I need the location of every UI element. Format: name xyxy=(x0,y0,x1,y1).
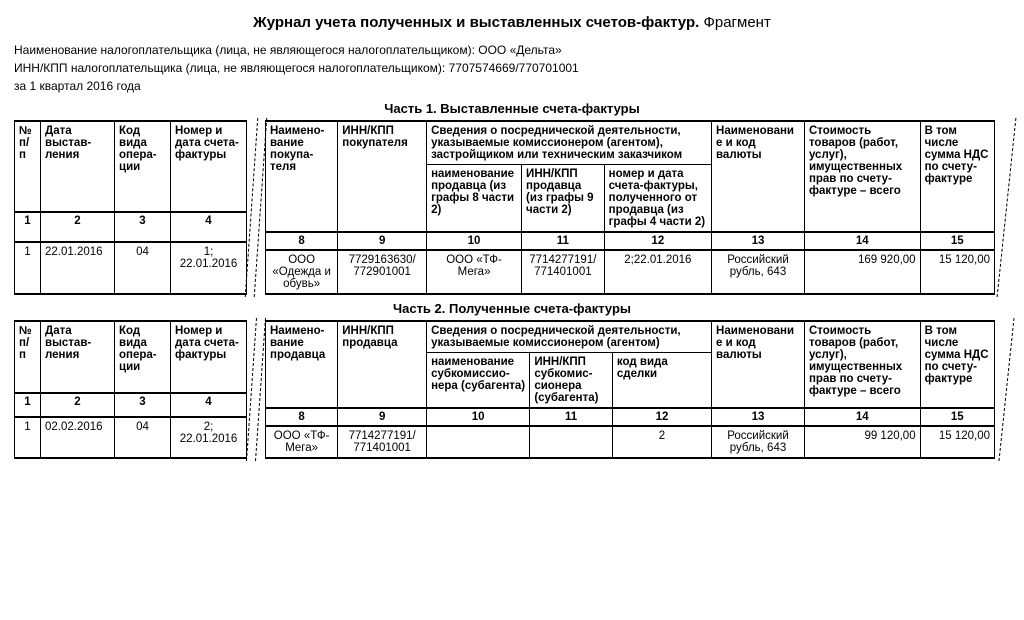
p2r-h9: ИНН/КПП продавца xyxy=(338,321,427,408)
p2l-n3: 3 xyxy=(115,393,171,416)
tear-right-2 xyxy=(995,320,1009,459)
p1r-n13: 13 xyxy=(712,232,805,250)
p2r-r14: 99 120,00 xyxy=(804,426,920,458)
p1r-n8: 8 xyxy=(266,232,338,250)
p1l-r-date: 22.01.2016 xyxy=(41,242,115,294)
p2r-r13: Российский рубль, 643 xyxy=(712,426,805,458)
meta-line-3: за 1 квартал 2016 года xyxy=(14,77,1010,95)
part2-row: № п/п Дата выстав­ления Код вида опера­ц… xyxy=(14,320,1010,459)
tear-right-1 xyxy=(995,120,1009,295)
p1l-h4: Номер и дата счета-фактуры xyxy=(171,121,247,212)
p1r-h11: ИНН/КПП продавца (из графы 9 части 2) xyxy=(522,165,605,233)
doc-title: Журнал учета полученных и выставленных с… xyxy=(14,14,1010,31)
p2r-n14: 14 xyxy=(804,408,920,426)
p1r-h13: Наименование и код валюты xyxy=(712,121,805,232)
p1r-n12: 12 xyxy=(604,232,711,250)
p1l-r-code: 04 xyxy=(115,242,171,294)
p2r-n13: 13 xyxy=(712,408,805,426)
p1r-n14: 14 xyxy=(804,232,920,250)
p1l-n2: 2 xyxy=(41,212,115,241)
p1r-r10: ООО «ТФ-Мега» xyxy=(427,250,522,294)
p1l-h2: Дата выстав­ления xyxy=(41,121,115,212)
p1r-h12: номер и дата счета-фактуры, полученного … xyxy=(604,165,711,233)
p2r-n8: 8 xyxy=(266,408,338,426)
p2r-r9: 7714277191/ 771401001 xyxy=(338,426,427,458)
p1r-r15: 15 120,00 xyxy=(920,250,994,294)
meta-line-1: Наименование налогоплательщика (лица, не… xyxy=(14,41,1010,59)
doc-title-tail: Фрагмент xyxy=(699,14,771,31)
p2r-hgroup: Сведения о посреднической деятельности, … xyxy=(427,321,712,353)
p2r-r8: ООО «ТФ-Мега» xyxy=(266,426,338,458)
p2r-r10 xyxy=(427,426,530,458)
doc-meta: Наименование налогоплательщика (лица, не… xyxy=(14,41,1010,95)
doc-title-bold: Журнал учета полученных и выставленных с… xyxy=(253,14,699,31)
p2l-n1: 1 xyxy=(15,393,41,416)
p1r-r14: 169 920,00 xyxy=(804,250,920,294)
p2r-n11: 11 xyxy=(530,408,613,426)
p1r-r12: 2;22.01.2016 xyxy=(604,250,711,294)
p2r-r11 xyxy=(530,426,613,458)
p2l-r-code: 04 xyxy=(115,417,171,458)
part1-right-table: Наимено­вание покупа­теля ИНН/КПП покупа… xyxy=(265,120,995,295)
meta-line-2: ИНН/КПП налогоплательщика (лица, не явля… xyxy=(14,59,1010,77)
p1r-r9: 7729163630/ 772901001 xyxy=(338,250,427,294)
p2l-r-nd: 2; 22.01.2016 xyxy=(171,417,247,458)
p2l-h2: Дата выстав­ления xyxy=(41,321,115,393)
p1r-n10: 10 xyxy=(427,232,522,250)
p2l-n4: 4 xyxy=(171,393,247,416)
part2-left-table: № п/п Дата выстав­ления Код вида опера­ц… xyxy=(14,320,247,459)
p1r-hgroup: Сведения о посреднической деятельности, … xyxy=(427,121,712,165)
p1r-h9: ИНН/КПП покупа­теля xyxy=(338,121,427,232)
p2r-h13: Наименование и код валюты xyxy=(712,321,805,408)
p2r-r12: 2 xyxy=(612,426,711,458)
p2l-r-n: 1 xyxy=(15,417,41,458)
part1-row: № п/п Дата выстав­ления Код вида опера­ц… xyxy=(14,120,1010,295)
part2-title: Часть 2. Полученные счета-фактуры xyxy=(14,301,1010,316)
p1r-n15: 15 xyxy=(920,232,994,250)
p2l-r-date: 02.02.2016 xyxy=(41,417,115,458)
p1r-h8: Наимено­вание покупа­теля xyxy=(266,121,338,232)
p1r-h15: В том числе сумма НДС по счету-фактуре xyxy=(920,121,994,232)
p1l-n3: 3 xyxy=(115,212,171,241)
p2l-h1: № п/п xyxy=(15,321,41,393)
p2r-r15: 15 120,00 xyxy=(920,426,994,458)
p1l-h3: Код вида опера­ции xyxy=(115,121,171,212)
p1l-h1: № п/п xyxy=(15,121,41,212)
p1r-r11: 7714277191/ 771401001 xyxy=(522,250,605,294)
p2r-n9: 9 xyxy=(338,408,427,426)
tear-gap-1 xyxy=(247,120,265,295)
p1r-r8: ООО «Одежда и обувь» xyxy=(266,250,338,294)
p1r-n9: 9 xyxy=(338,232,427,250)
p1l-r-n: 1 xyxy=(15,242,41,294)
p1r-n11: 11 xyxy=(522,232,605,250)
p2r-n15: 15 xyxy=(920,408,994,426)
part2-right-table: Наимено­вание продавца ИНН/КПП продавца … xyxy=(265,320,995,459)
p1r-h10: наименование продавца (из графы 8 части … xyxy=(427,165,522,233)
p2r-h14: Стоимость товаров (работ, услуг), имущес… xyxy=(804,321,920,408)
p2r-h8: Наимено­вание продавца xyxy=(266,321,338,408)
p2r-n10: 10 xyxy=(427,408,530,426)
part1-left-table: № п/п Дата выстав­ления Код вида опера­ц… xyxy=(14,120,247,295)
p1l-r-nd: 1; 22.01.2016 xyxy=(171,242,247,294)
tear-gap-2 xyxy=(247,320,265,459)
part1-title: Часть 1. Выставленные счета-фактуры xyxy=(14,101,1010,116)
p1l-n4: 4 xyxy=(171,212,247,241)
p1l-n1: 1 xyxy=(15,212,41,241)
p1r-r13: Российский рубль, 643 xyxy=(712,250,805,294)
p2l-n2: 2 xyxy=(41,393,115,416)
p2r-h15: В том числе сумма НДС по счету-фактуре xyxy=(920,321,994,408)
p2r-n12: 12 xyxy=(612,408,711,426)
p2r-h12: код вида сделки xyxy=(612,353,711,409)
p2l-h3: Код вида опера­ции xyxy=(115,321,171,393)
p2l-h4: Номер и дата счета-фактуры xyxy=(171,321,247,393)
p1r-h14: Стоимость товаров (работ, услуг), имущес… xyxy=(804,121,920,232)
p2r-h10: наименование субкомиссио­нера (субагента… xyxy=(427,353,530,409)
p2r-h11: ИНН/КПП субкомис­сионера (субагента) xyxy=(530,353,613,409)
